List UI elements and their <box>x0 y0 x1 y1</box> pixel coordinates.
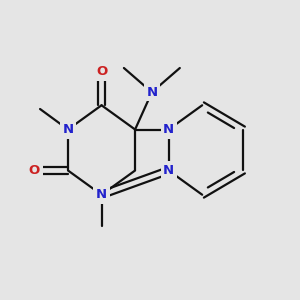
Text: N: N <box>62 123 74 136</box>
Text: N: N <box>96 188 107 201</box>
Text: N: N <box>146 86 158 99</box>
Text: O: O <box>96 65 107 78</box>
Text: O: O <box>29 164 40 177</box>
Text: N: N <box>163 164 174 177</box>
Text: N: N <box>163 123 174 136</box>
